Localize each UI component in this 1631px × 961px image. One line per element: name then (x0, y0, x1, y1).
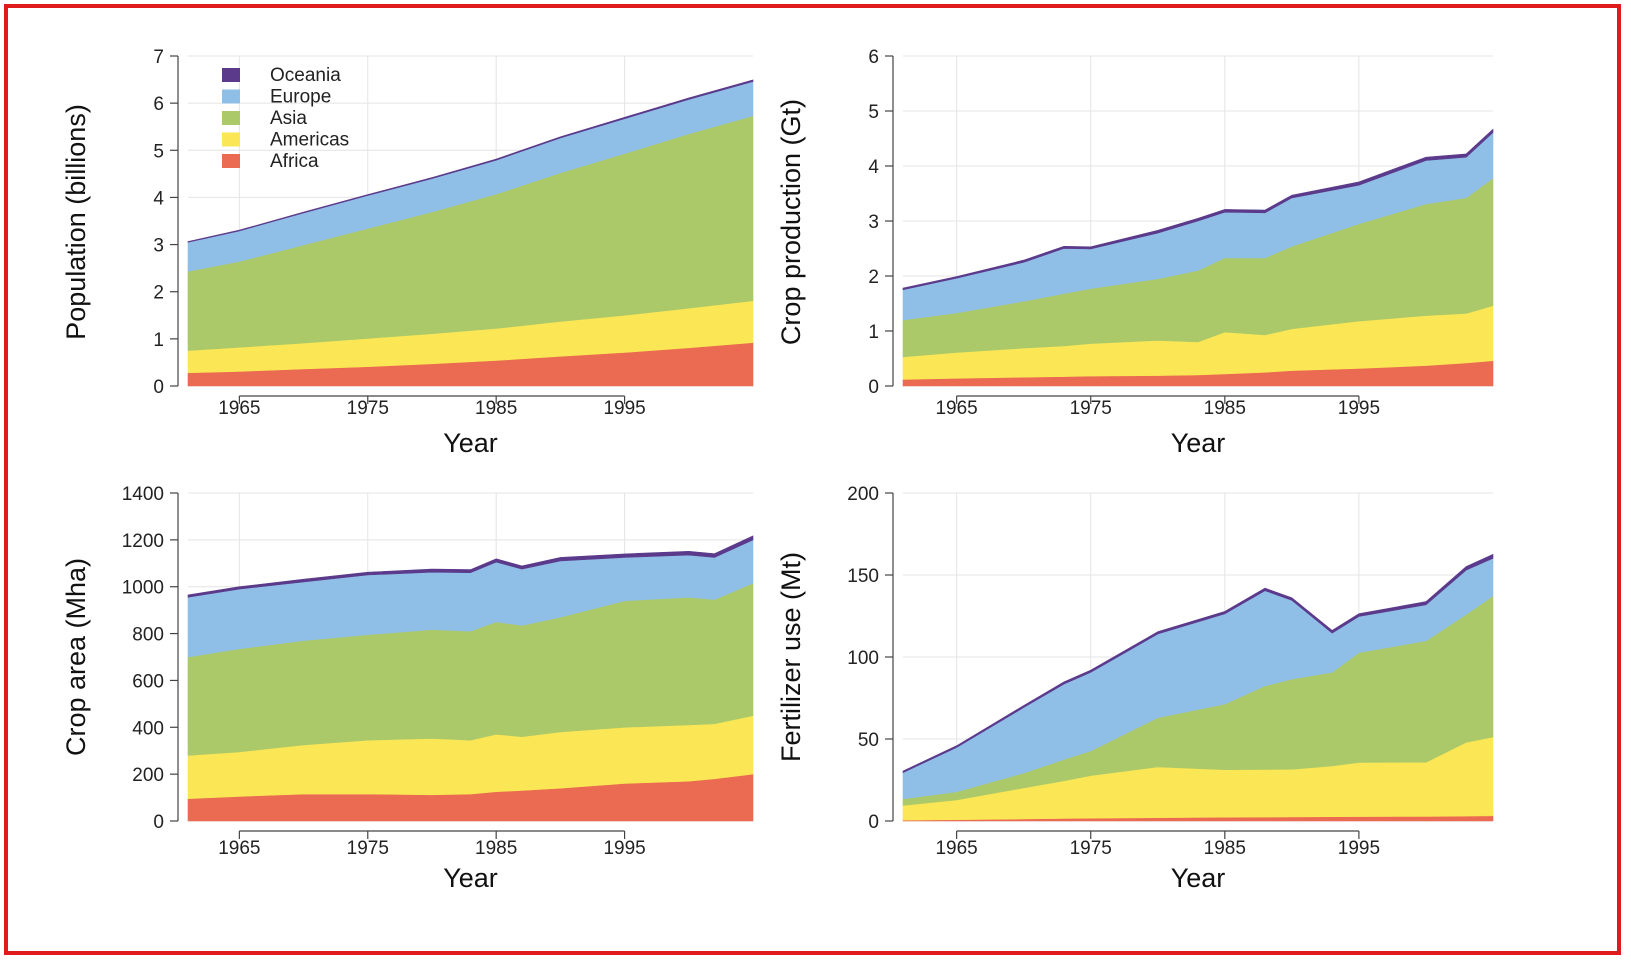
x-tick-label: 1995 (603, 838, 645, 859)
y-tick-label: 1400 (122, 484, 164, 505)
area-oceania (187, 535, 754, 598)
y-axis-title: Population (billions) (61, 104, 91, 340)
legend-label-americas: Americas (270, 130, 349, 151)
y-tick-label: 0 (868, 377, 879, 398)
y-tick-label: 2 (868, 267, 879, 288)
legend-label-oceania: Oceania (270, 65, 341, 86)
y-tick-label: 6 (868, 47, 879, 68)
y-tick-label: 4 (153, 188, 164, 209)
legend-swatch-europe (222, 89, 240, 104)
x-tick-label: 1965 (218, 838, 260, 859)
y-tick-label: 1000 (122, 578, 164, 599)
y-tick-label: 0 (153, 812, 164, 833)
x-axis-title: Year (443, 428, 498, 458)
y-axis-title: Crop area (Mha) (61, 558, 91, 756)
x-tick-label: 1985 (475, 398, 517, 419)
legend-label-africa: Africa (270, 151, 319, 172)
y-tick-label: 800 (132, 625, 164, 646)
y-tick-label: 0 (868, 812, 879, 833)
x-tick-label: 1985 (475, 838, 517, 859)
y-tick-label: 200 (132, 765, 164, 786)
x-tick-label: 1995 (1338, 398, 1380, 419)
chart-panel-3: 0 200 400 600 800 1000 1200 1400 1965 1975 1985 199… (61, 484, 754, 893)
figure-border (4, 4, 1621, 955)
chart-panel-4: 0 50 100 150 200 1965 1975 1985 1995 Year Fertiliz… (776, 484, 1494, 893)
y-tick-label: 50 (858, 730, 879, 751)
y-tick-label: 400 (132, 718, 164, 739)
x-tick-label: 1975 (1070, 838, 1112, 859)
area-oceania (902, 553, 1494, 774)
chart-panel-2: 0 1 2 3 4 5 6 1965 1975 1985 1995 Year Crop producti… (776, 47, 1494, 458)
x-tick-label: 1965 (935, 398, 977, 419)
x-axis-title: Year (1171, 428, 1226, 458)
y-tick-label: 2 (153, 283, 164, 304)
y-tick-label: 200 (847, 484, 879, 505)
x-tick-label: 1985 (1204, 838, 1246, 859)
x-tick-label: 1975 (347, 398, 389, 419)
y-tick-label: 1 (153, 330, 164, 351)
legend-swatch-africa (222, 154, 240, 168)
y-tick-label: 0 (153, 377, 164, 398)
y-tick-label: 3 (868, 212, 879, 233)
legend-label-asia: Asia (270, 108, 307, 129)
y-axis-title: Fertilizer use (Mt) (776, 552, 806, 762)
area-oceania (902, 128, 1494, 291)
x-tick-label: 1965 (218, 398, 260, 419)
legend-swatch-asia (222, 111, 240, 125)
x-axis-title: Year (443, 863, 498, 893)
legend-swatch-americas (222, 132, 240, 147)
x-tick-label: 1965 (935, 838, 977, 859)
x-tick-label: 1975 (1070, 398, 1112, 419)
y-tick-label: 4 (868, 157, 879, 178)
x-tick-label: 1995 (1338, 838, 1380, 859)
legend-label-europe: Europe (270, 87, 331, 108)
y-axis-title: Crop production (Gt) (776, 99, 806, 345)
y-tick-label: 1200 (122, 531, 164, 552)
y-tick-label: 1 (868, 322, 879, 343)
x-tick-label: 1995 (603, 398, 645, 419)
y-tick-label: 100 (847, 648, 879, 669)
area-oceania (187, 79, 754, 243)
y-tick-label: 150 (847, 566, 879, 587)
x-axis-title: Year (1171, 863, 1226, 893)
y-tick-label: 3 (153, 236, 164, 257)
y-tick-label: 600 (132, 671, 164, 692)
y-tick-label: 5 (868, 102, 879, 123)
y-tick-label: 6 (153, 94, 164, 115)
y-tick-label: 5 (153, 141, 164, 162)
legend-swatch-oceania (222, 68, 240, 82)
x-tick-label: 1975 (347, 838, 389, 859)
y-tick-label: 7 (153, 47, 164, 68)
chart-panel-1: 0 1 2 3 4 5 6 7 1965 1975 1985 1995 Year Population (… (61, 47, 754, 458)
x-tick-label: 1985 (1204, 398, 1246, 419)
